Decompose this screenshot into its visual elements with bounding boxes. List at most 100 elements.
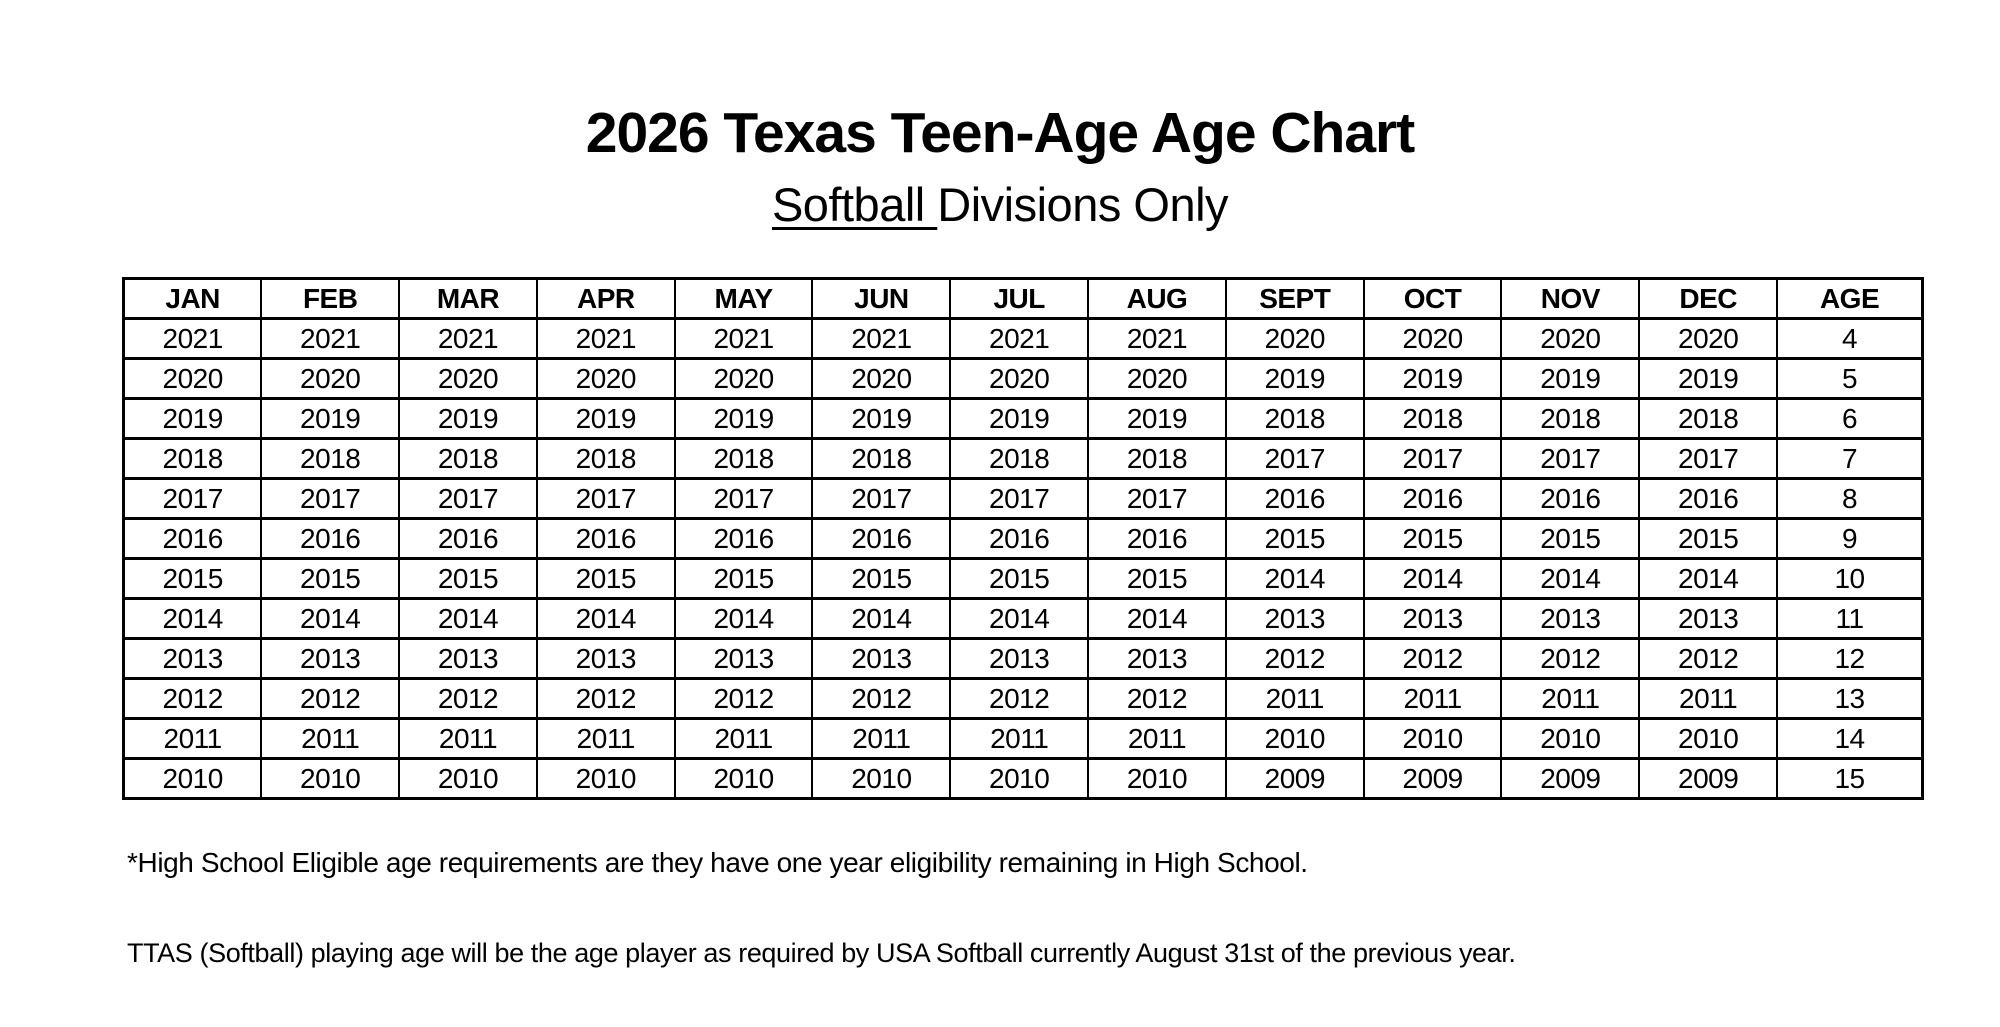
table-row: 2012 2012 2012 2012 2012 2012 2012 2012 2011 2011… bbox=[122, 677, 1924, 720]
year-cell: 2017 bbox=[1362, 437, 1503, 480]
year-cell: 2011 bbox=[1638, 677, 1779, 720]
year-cell: 2020 bbox=[673, 357, 814, 400]
age-cell: 15 bbox=[1776, 757, 1924, 800]
table-row: 2020 2020 2020 2020 2020 2020 2020 2020 2019 2019… bbox=[122, 357, 1924, 400]
year-cell: 2017 bbox=[1638, 437, 1779, 480]
year-cell: 2017 bbox=[1087, 477, 1227, 520]
year-cell: 2009 bbox=[1224, 757, 1365, 800]
year-cell: 2016 bbox=[1087, 517, 1227, 560]
year-cell: 2015 bbox=[811, 557, 952, 600]
year-cell: 2013 bbox=[673, 637, 814, 680]
year-cell: 2014 bbox=[122, 597, 263, 640]
year-cell: 2021 bbox=[535, 317, 676, 360]
year-cell: 2013 bbox=[535, 637, 676, 680]
year-cell: 2014 bbox=[1087, 597, 1227, 640]
year-cell: 2020 bbox=[811, 357, 952, 400]
year-cell: 2014 bbox=[949, 597, 1090, 640]
year-cell: 2010 bbox=[1638, 717, 1779, 760]
table-row: 2015 2015 2015 2015 2015 2015 2015 2015 2014 2014… bbox=[122, 557, 1924, 600]
year-cell: 2013 bbox=[949, 637, 1090, 680]
year-cell: 2020 bbox=[260, 357, 401, 400]
table-row: 2018 2018 2018 2018 2018 2018 2018 2018 2017 2017… bbox=[122, 437, 1924, 480]
year-cell: 2017 bbox=[1224, 437, 1365, 480]
year-cell: 2017 bbox=[535, 477, 676, 520]
year-cell: 2019 bbox=[1224, 357, 1365, 400]
year-cell: 2009 bbox=[1638, 757, 1779, 800]
year-cell: 2010 bbox=[1087, 757, 1227, 800]
year-cell: 2019 bbox=[535, 397, 676, 440]
year-cell: 2020 bbox=[1362, 317, 1503, 360]
year-cell: 2021 bbox=[122, 317, 263, 360]
year-cell: 2015 bbox=[398, 557, 538, 600]
year-cell: 2014 bbox=[1500, 557, 1641, 600]
column-header-may: MAY bbox=[673, 277, 814, 320]
table-row: 2016 2016 2016 2016 2016 2016 2016 2016 2015 2015… bbox=[122, 517, 1924, 560]
year-cell: 2021 bbox=[673, 317, 814, 360]
table-row: 2019 2019 2019 2019 2019 2019 2019 2019 2018 2018… bbox=[122, 397, 1924, 440]
year-cell: 2021 bbox=[398, 317, 538, 360]
year-cell: 2014 bbox=[673, 597, 814, 640]
year-cell: 2011 bbox=[673, 717, 814, 760]
year-cell: 2021 bbox=[1087, 317, 1227, 360]
year-cell: 2011 bbox=[1224, 677, 1365, 720]
year-cell: 2019 bbox=[122, 397, 263, 440]
year-cell: 2014 bbox=[260, 597, 401, 640]
year-cell: 2015 bbox=[673, 557, 814, 600]
column-header-oct: OCT bbox=[1362, 277, 1503, 320]
year-cell: 2021 bbox=[811, 317, 952, 360]
year-cell: 2010 bbox=[535, 757, 676, 800]
year-cell: 2012 bbox=[949, 677, 1090, 720]
year-cell: 2019 bbox=[260, 397, 401, 440]
table-row: 2021 2021 2021 2021 2021 2021 2021 2021 2020 2020… bbox=[122, 317, 1924, 360]
year-cell: 2018 bbox=[398, 437, 538, 480]
year-cell: 2010 bbox=[1500, 717, 1641, 760]
table-row: 2017 2017 2017 2017 2017 2017 2017 2017 2016 2016… bbox=[122, 477, 1924, 520]
year-cell: 2016 bbox=[260, 517, 401, 560]
year-cell: 2010 bbox=[260, 757, 401, 800]
year-cell: 2013 bbox=[122, 637, 263, 680]
year-cell: 2011 bbox=[1362, 677, 1503, 720]
subtitle-rest: Divisions Only bbox=[937, 178, 1229, 231]
year-cell: 2018 bbox=[1638, 397, 1779, 440]
age-cell: 11 bbox=[1776, 597, 1924, 640]
year-cell: 2013 bbox=[398, 637, 538, 680]
age-cell: 8 bbox=[1776, 477, 1924, 520]
table-row: 2010 2010 2010 2010 2010 2010 2010 2010 2009 2009… bbox=[122, 757, 1924, 800]
age-cell: 4 bbox=[1776, 317, 1924, 360]
year-cell: 2015 bbox=[122, 557, 263, 600]
year-cell: 2019 bbox=[1638, 357, 1779, 400]
footnote-ttas: TTAS (Softball) playing age will be the … bbox=[127, 938, 1516, 968]
year-cell: 2013 bbox=[1638, 597, 1779, 640]
year-cell: 2020 bbox=[1087, 357, 1227, 400]
year-cell: 2013 bbox=[1224, 597, 1365, 640]
year-cell: 2016 bbox=[673, 517, 814, 560]
year-cell: 2020 bbox=[398, 357, 538, 400]
year-cell: 2011 bbox=[811, 717, 952, 760]
year-cell: 2010 bbox=[122, 757, 263, 800]
column-header-nov: NOV bbox=[1500, 277, 1641, 320]
year-cell: 2012 bbox=[535, 677, 676, 720]
age-cell: 6 bbox=[1776, 397, 1924, 440]
year-cell: 2016 bbox=[1362, 477, 1503, 520]
year-cell: 2021 bbox=[260, 317, 401, 360]
age-cell: 13 bbox=[1776, 677, 1924, 720]
year-cell: 2013 bbox=[1087, 637, 1227, 680]
year-cell: 2011 bbox=[949, 717, 1090, 760]
year-cell: 2012 bbox=[260, 677, 401, 720]
table-row: 2014 2014 2014 2014 2014 2014 2014 2014 2013 2013… bbox=[122, 597, 1924, 640]
year-cell: 2020 bbox=[949, 357, 1090, 400]
year-cell: 2018 bbox=[1224, 397, 1365, 440]
year-cell: 2019 bbox=[673, 397, 814, 440]
year-cell: 2020 bbox=[1638, 317, 1779, 360]
year-cell: 2013 bbox=[260, 637, 401, 680]
year-cell: 2009 bbox=[1500, 757, 1641, 800]
column-header-mar: MAR bbox=[398, 277, 538, 320]
column-header-aug: AUG bbox=[1087, 277, 1227, 320]
year-cell: 2012 bbox=[1500, 637, 1641, 680]
year-cell: 2012 bbox=[811, 677, 952, 720]
year-cell: 2010 bbox=[1224, 717, 1365, 760]
year-cell: 2015 bbox=[260, 557, 401, 600]
year-cell: 2019 bbox=[949, 397, 1090, 440]
year-cell: 2012 bbox=[1087, 677, 1227, 720]
